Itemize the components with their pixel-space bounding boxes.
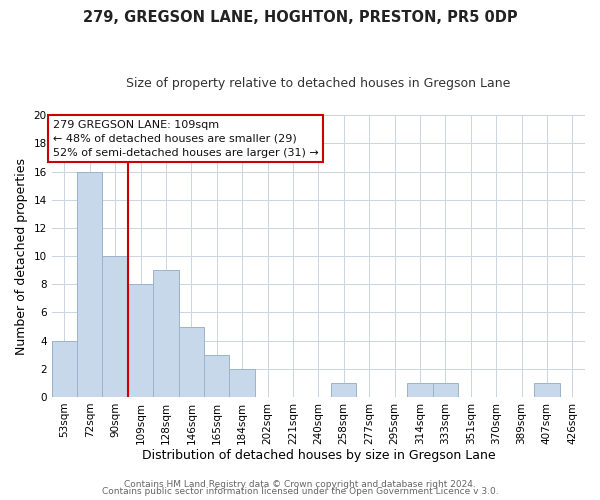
Bar — [128, 284, 153, 397]
Bar — [77, 172, 103, 397]
Y-axis label: Number of detached properties: Number of detached properties — [15, 158, 28, 354]
Bar — [179, 326, 204, 397]
X-axis label: Distribution of detached houses by size in Gregson Lane: Distribution of detached houses by size … — [142, 450, 495, 462]
Bar — [103, 256, 128, 397]
Bar — [331, 383, 356, 397]
Bar — [407, 383, 433, 397]
Bar — [153, 270, 179, 397]
Bar — [433, 383, 458, 397]
Text: Contains public sector information licensed under the Open Government Licence v : Contains public sector information licen… — [101, 488, 499, 496]
Title: Size of property relative to detached houses in Gregson Lane: Size of property relative to detached ho… — [126, 78, 511, 90]
Bar — [229, 369, 255, 397]
Text: Contains HM Land Registry data © Crown copyright and database right 2024.: Contains HM Land Registry data © Crown c… — [124, 480, 476, 489]
Bar — [204, 354, 229, 397]
Bar — [534, 383, 560, 397]
Text: 279, GREGSON LANE, HOGHTON, PRESTON, PR5 0DP: 279, GREGSON LANE, HOGHTON, PRESTON, PR5… — [83, 10, 517, 25]
Bar — [52, 340, 77, 397]
Text: 279 GREGSON LANE: 109sqm
← 48% of detached houses are smaller (29)
52% of semi-d: 279 GREGSON LANE: 109sqm ← 48% of detach… — [53, 120, 319, 158]
